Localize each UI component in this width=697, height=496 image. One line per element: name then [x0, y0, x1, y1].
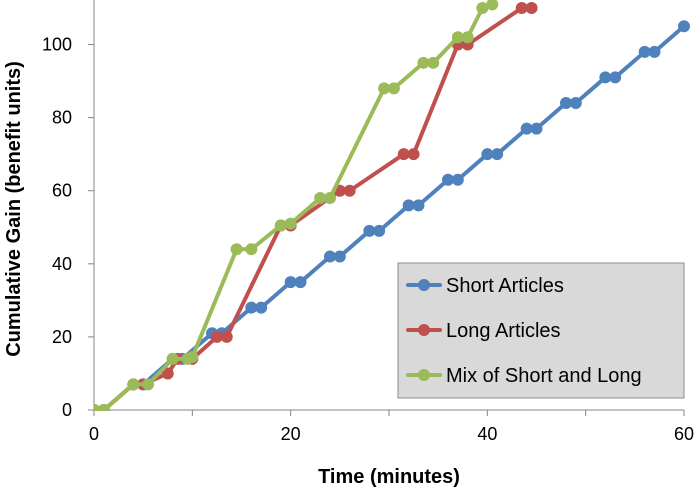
data-point	[210, 330, 223, 343]
data-point	[363, 224, 376, 237]
data-point	[397, 148, 410, 161]
data-point	[486, 0, 499, 11]
data-point	[451, 31, 464, 44]
data-point	[569, 97, 582, 110]
data-point	[648, 45, 661, 58]
data-point	[560, 97, 572, 110]
data-point	[451, 173, 464, 186]
data-point	[427, 56, 440, 69]
axes: 0 20 40 60 80 100 0 20 40 60	[42, 0, 694, 444]
data-point	[609, 71, 622, 84]
y-tick-label: 80	[52, 108, 72, 128]
data-point	[343, 184, 356, 197]
data-point	[530, 122, 543, 135]
data-point	[245, 243, 258, 256]
data-point	[638, 45, 651, 58]
series-layer	[94, 0, 690, 411]
series-mix-of-short-and-long	[94, 0, 499, 411]
legend-swatch-marker	[418, 324, 430, 336]
data-point	[491, 148, 504, 161]
x-tick-label: 20	[281, 424, 301, 444]
data-point	[324, 250, 336, 263]
data-point	[142, 378, 155, 391]
legend-label: Mix of Short and Long	[446, 365, 642, 387]
data-point	[284, 217, 297, 230]
data-point	[161, 367, 174, 380]
data-point	[230, 243, 243, 256]
y-tick-label: 0	[62, 400, 72, 420]
legend-box	[397, 262, 685, 399]
data-point	[476, 2, 489, 14]
legend-swatch-marker	[418, 369, 430, 381]
data-point	[515, 2, 528, 14]
y-axis-title: Cumulative Gain (benefit units)	[3, 61, 25, 357]
data-point	[274, 219, 287, 232]
legend-item-long-articles: Long Articles	[406, 320, 561, 342]
x-tick-label: 40	[477, 424, 497, 444]
data-point	[255, 301, 268, 314]
data-point	[402, 199, 415, 212]
data-point	[186, 351, 199, 364]
data-point	[97, 404, 110, 411]
data-point	[324, 192, 336, 205]
data-point	[245, 301, 258, 314]
legend-swatch-marker	[418, 279, 430, 291]
data-point	[333, 250, 346, 263]
data-point	[314, 192, 327, 205]
data-point	[378, 82, 391, 95]
data-point	[407, 148, 420, 161]
data-point	[373, 224, 386, 237]
x-tick-label: 0	[89, 424, 99, 444]
data-point	[412, 199, 425, 212]
y-tick-label: 60	[52, 181, 72, 201]
data-point	[387, 82, 400, 95]
y-tick-label: 40	[52, 254, 72, 274]
data-point	[525, 2, 538, 14]
x-axis-title: Time (minutes)	[318, 466, 460, 488]
data-point	[294, 276, 307, 289]
legend: Short Articles Long Articles Mix of Short …	[397, 262, 685, 399]
data-point	[520, 122, 533, 135]
y-tick-label: 100	[42, 35, 72, 55]
y-tick-label: 20	[52, 327, 72, 347]
legend-label: Long Articles	[446, 320, 561, 342]
data-point	[220, 330, 233, 343]
legend-item-short-articles: Short Articles	[406, 275, 564, 297]
data-point	[284, 276, 297, 289]
legend-label: Short Articles	[446, 275, 564, 297]
data-point	[442, 173, 454, 186]
data-point	[678, 20, 690, 33]
data-point	[417, 56, 430, 69]
data-point	[127, 378, 140, 391]
data-point	[599, 71, 612, 84]
x-tick-label: 60	[674, 424, 694, 444]
data-point	[481, 148, 494, 161]
legend-item-mix-of-short-and-long: Mix of Short and Long	[406, 365, 642, 387]
data-point	[166, 352, 179, 365]
data-point	[461, 31, 474, 44]
